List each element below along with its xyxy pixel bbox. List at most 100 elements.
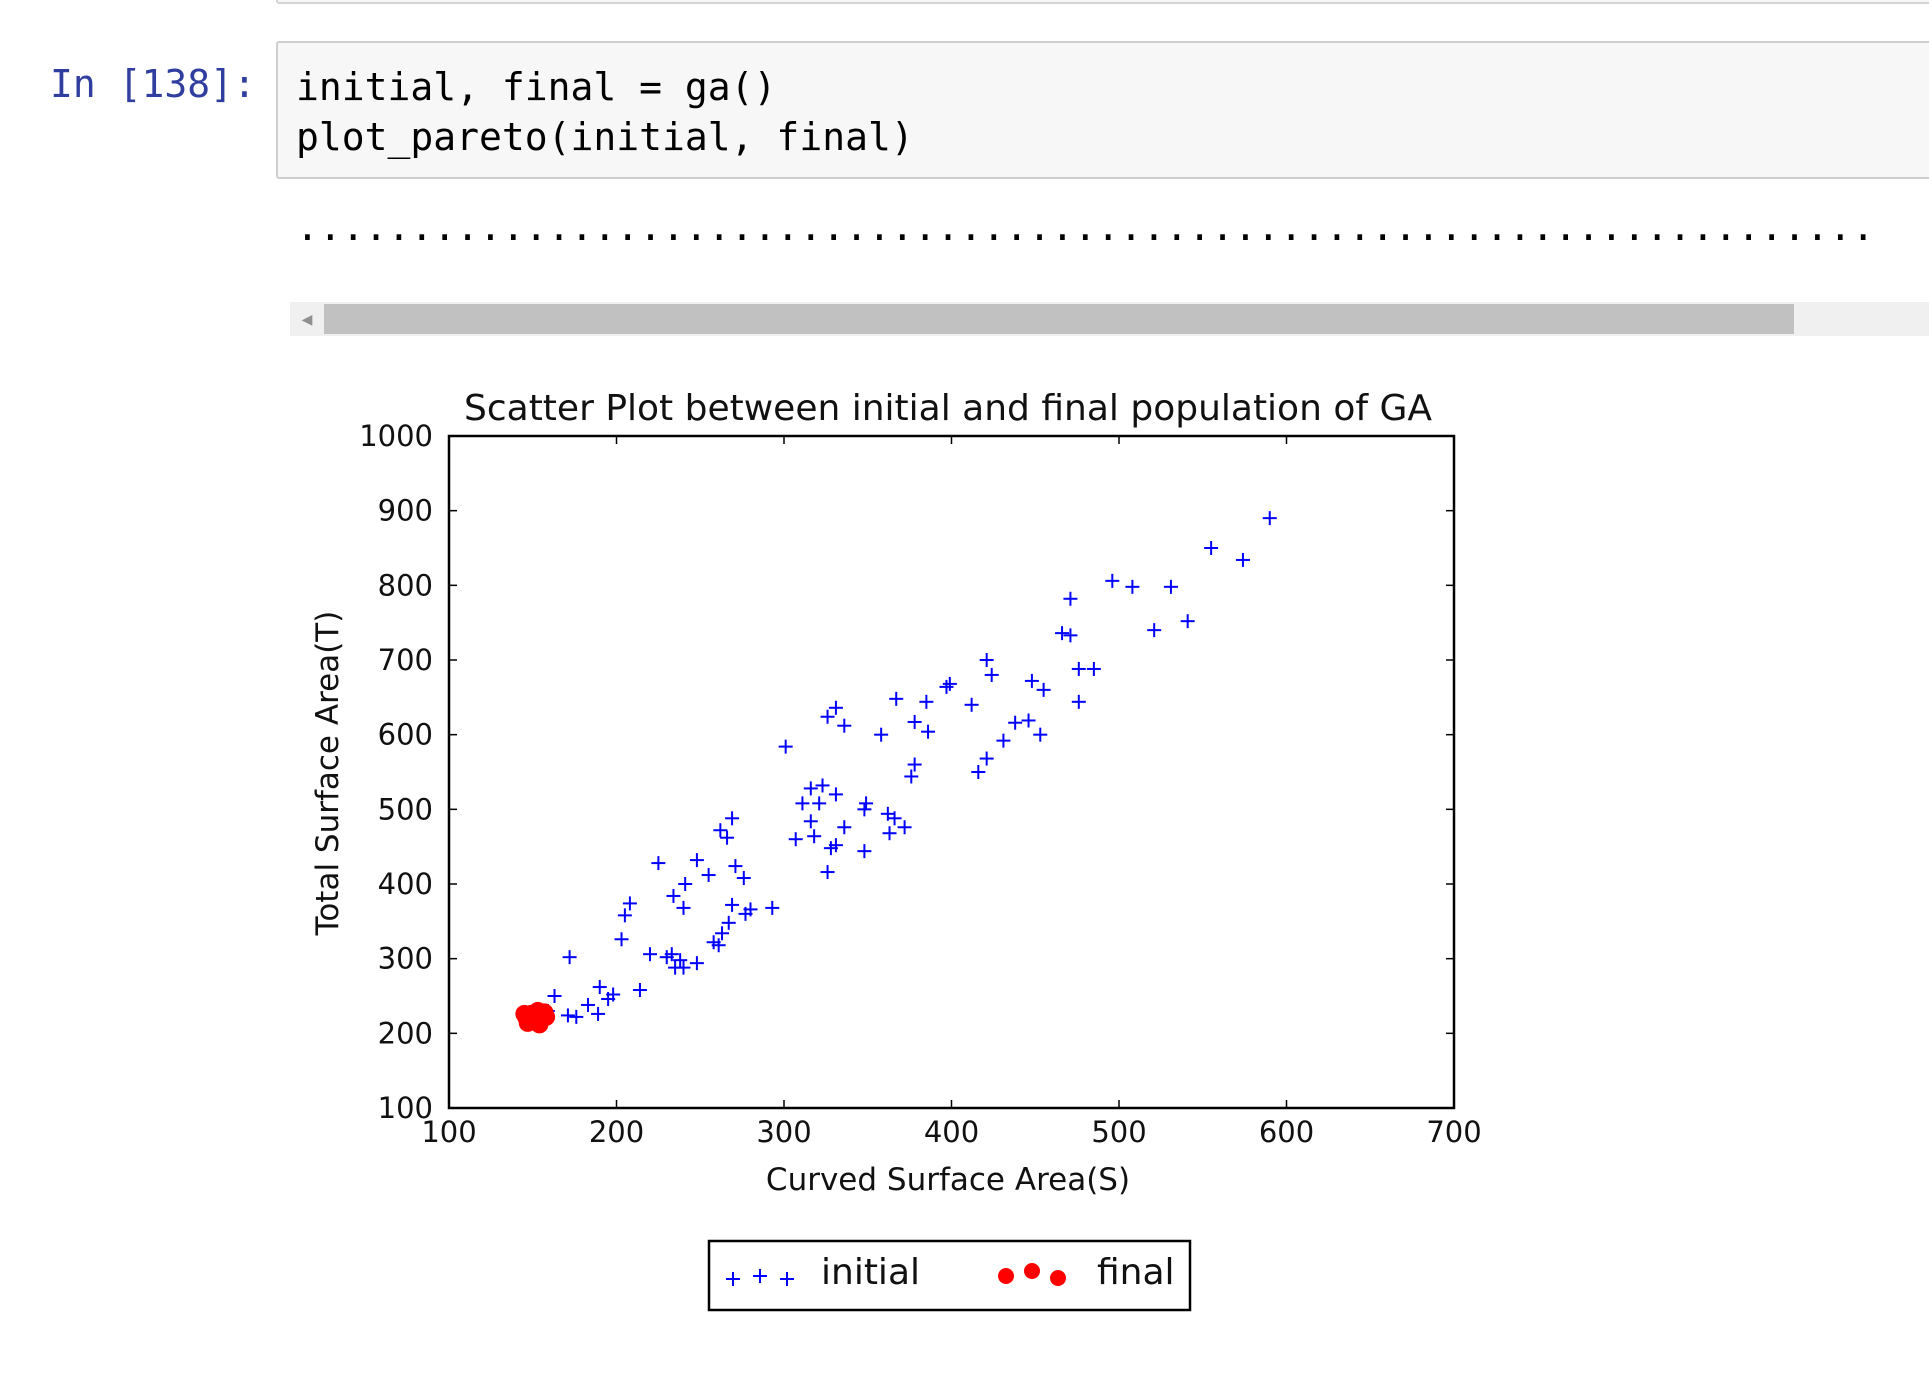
initial-point (689, 853, 704, 868)
initial-point (857, 844, 872, 859)
initial-point (560, 1008, 575, 1023)
initial-point (1071, 694, 1086, 709)
initial-point (547, 989, 562, 1003)
initial-point (617, 908, 632, 923)
initial-point (725, 897, 740, 912)
scrollbar-thumb[interactable] (324, 304, 1794, 334)
initial-point (882, 826, 897, 841)
scroll-left-arrow-icon[interactable]: ◀ (301, 311, 313, 327)
legend-initial-plus (726, 1272, 740, 1286)
legend: initial final (707, 1239, 1192, 1312)
output-progress-text: ........................................… (296, 205, 1875, 249)
legend-initial-plus (780, 1272, 794, 1286)
initial-point (837, 820, 852, 835)
y-tick-label: 400 (378, 867, 433, 901)
initial-point (874, 727, 889, 742)
initial-point (812, 796, 827, 811)
legend-final-marker (998, 1263, 1066, 1286)
chart-title: Scatter Plot between initial and final p… (464, 388, 1432, 429)
legend-box (707, 1239, 1192, 1312)
output-horizontal-scrollbar[interactable]: ◀ (290, 302, 1929, 336)
initial-point (820, 865, 835, 880)
initial-point (711, 938, 726, 953)
initial-point (1071, 661, 1086, 676)
initial-point (979, 653, 994, 667)
initial-point (1262, 511, 1277, 526)
legend-initial-plus (753, 1269, 767, 1283)
initial-point (815, 778, 830, 793)
initial-point (1147, 623, 1162, 638)
initial-point (651, 856, 666, 871)
initial-point (1036, 682, 1051, 697)
initial-point (720, 830, 735, 845)
legend-final-dot (998, 1268, 1014, 1284)
initial-point (778, 739, 793, 754)
initial-point (591, 1006, 606, 1021)
initial-point (1008, 715, 1023, 730)
initial-point (823, 841, 838, 856)
initial-point (907, 757, 922, 772)
legend-final-dot (1050, 1270, 1066, 1286)
y-tick-label: 900 (378, 494, 433, 528)
x-tick-label: 500 (1091, 1115, 1146, 1149)
initial-point (569, 1009, 584, 1024)
initial-point (897, 820, 912, 835)
initial-point (1033, 727, 1048, 742)
initial-point (1055, 626, 1070, 641)
final-point (537, 1007, 556, 1026)
x-axis-label: Curved Surface Area(S) (766, 1162, 1130, 1198)
initial-point (1204, 541, 1219, 555)
legend-final-label: final (1097, 1252, 1175, 1293)
initial-point (1063, 628, 1078, 643)
legend-final-dot (1024, 1263, 1040, 1279)
y-tick-label: 700 (378, 643, 433, 677)
initial-point (964, 697, 979, 712)
initial-point (1063, 591, 1078, 606)
initial-point (795, 796, 810, 811)
initial-point (904, 769, 919, 784)
x-tick-label: 200 (589, 1115, 644, 1149)
initial-point (857, 802, 872, 817)
initial-point (1180, 614, 1195, 629)
initial-point (721, 915, 736, 930)
initial-point (743, 902, 758, 917)
initial-point (715, 926, 730, 941)
initial-point (837, 718, 852, 733)
initial-point (676, 960, 691, 975)
initial-point (728, 859, 743, 874)
initial-point (676, 900, 691, 915)
initial-point (643, 947, 657, 962)
initial-point (614, 932, 629, 947)
initial-point (689, 956, 704, 971)
initial-point (678, 877, 693, 891)
legend-initial-label: initial (821, 1252, 920, 1293)
initial-point (859, 796, 874, 811)
initial-point (713, 823, 728, 838)
y-tick-label: 200 (378, 1016, 433, 1050)
initial-point (673, 953, 688, 968)
initial-point (788, 832, 803, 847)
initial-point (701, 868, 716, 883)
plot-frame (447, 434, 1456, 1110)
y-tick-label: 600 (378, 718, 433, 752)
initial-point (765, 900, 780, 915)
initial-point (984, 667, 999, 682)
initial-point (887, 811, 902, 826)
initial-point (601, 991, 616, 1006)
initial-point (581, 997, 596, 1012)
initial-point (1021, 713, 1036, 728)
initial-point (592, 980, 607, 995)
x-tick-label: 100 (421, 1115, 476, 1149)
y-tick-label: 500 (378, 792, 433, 826)
y-axis-label: Total Surface Area(T) (310, 611, 346, 937)
initial-point (562, 950, 577, 965)
x-tick-label: 400 (924, 1115, 979, 1149)
initial-point (996, 733, 1011, 748)
code-cell-input[interactable]: initial, final = ga() plot_pareto(initia… (276, 41, 1929, 179)
initial-point (971, 765, 986, 779)
y-tick-label: 300 (378, 942, 433, 976)
y-tick-label: 800 (378, 568, 433, 602)
initial-point (1125, 579, 1140, 594)
previous-cell-border (276, 0, 1929, 4)
